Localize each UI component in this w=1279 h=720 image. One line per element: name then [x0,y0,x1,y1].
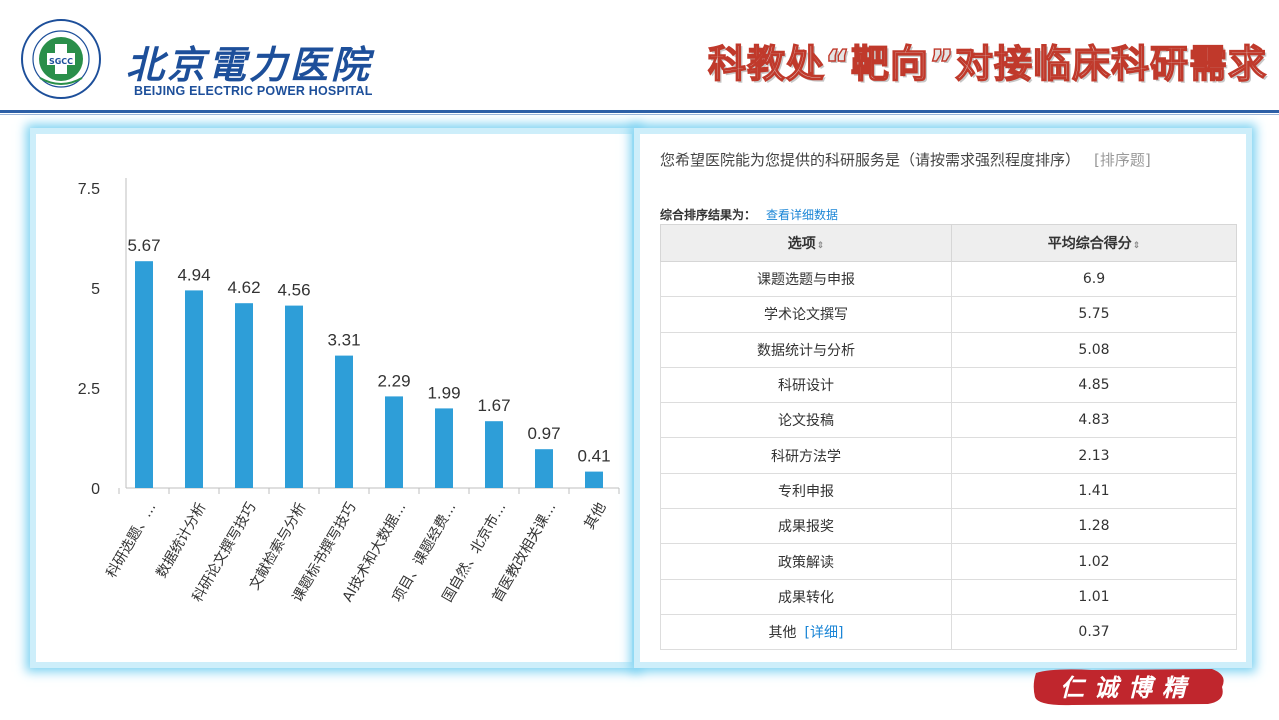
score-cell: 2.13 [951,437,1237,474]
table-row: 政策解读 1.02 [660,543,1237,580]
score-cell: 1.28 [951,508,1237,545]
bar [335,355,353,488]
bar [185,290,203,488]
bar-value-label: 4.56 [277,281,310,300]
table-header-row: 选项⇕ 平均综合得分⇕ [660,224,1237,262]
score-cell: 0.37 [951,613,1237,651]
option-cell: 其他 [详细] [660,613,952,651]
bar [285,305,303,488]
table-row: 其他 [详细] 0.37 [660,613,1237,651]
option-cell: 科研设计 [660,366,952,404]
bar-chart: 02.557.55.67科研选题、…4.94数据统计分析4.62科研论文撰写技巧… [78,178,620,605]
bar [235,303,253,488]
header-divider-thin [0,114,1279,115]
header-divider [0,110,1279,113]
bar [585,471,603,488]
score-cell: 4.85 [951,366,1237,404]
x-category-label: 其他 [582,500,610,532]
hospital-name-english: BEIJING ELECTRIC POWER HOSPITAL [134,84,373,98]
bar [135,261,153,488]
svg-text:SGCC: SGCC [49,57,73,66]
x-category-label: 数据统计分析 [154,500,210,581]
option-cell: 成果报奖 [660,508,952,545]
bar-chart-panel: 0 2.5 5 7.5 5.67 科研选题、… 4.94 数据统计分析 4.62 科研论文撰写技巧… [30,128,638,668]
table-row: 数据统计与分析 5.08 [660,331,1237,368]
question-type-tag: [排序题] [1094,151,1151,169]
motto-stamp: 仁诚博精 [1032,667,1228,707]
option-cell: 数据统计与分析 [660,331,952,368]
score-cell: 6.9 [951,260,1237,298]
table-row: 科研方法学 2.13 [660,437,1237,474]
result-label: 综合排序结果为： [660,208,757,222]
x-category-label: 科研选题、… [104,500,160,581]
y-tick-label: 5 [91,281,100,298]
column-header-option[interactable]: 选项⇕ [660,224,952,262]
option-cell: 课题选题与申报 [660,260,952,298]
bar-value-label: 1.99 [427,383,460,402]
bar [435,408,453,488]
bar-value-label: 0.41 [577,447,610,466]
result-summary-line: 综合排序结果为： 查看详细数据 [660,206,838,223]
score-cell: 1.02 [951,543,1237,580]
bar-value-label: 4.62 [227,278,260,297]
score-cell: 5.08 [951,331,1237,368]
survey-question: 您希望医院能为您提供的科研服务是（请按需求强烈程度排序） [排序题] [660,148,1240,173]
y-tick-label: 2.5 [78,381,100,398]
option-cell: 政策解读 [660,543,952,580]
motto-text: 仁诚博精 [1060,673,1196,702]
sort-icon[interactable]: ⇕ [816,241,825,251]
question-text: 您希望医院能为您提供的科研服务是（请按需求强烈程度排序） [660,151,1081,169]
bar [485,421,503,488]
bar-value-label: 0.97 [527,424,560,443]
table-row: 课题选题与申报 6.9 [660,260,1237,298]
bar-value-label: 3.31 [327,331,360,350]
bar-value-label: 1.67 [477,396,510,415]
score-cell: 1.41 [951,472,1237,510]
option-cell: 专利申报 [660,472,952,510]
bar-value-label: 4.94 [177,265,210,284]
bar-value-label: 5.67 [127,236,160,255]
hospital-emblem-logo: SGCC [20,18,102,100]
score-cell: 5.75 [951,296,1237,333]
ranking-table: 选项⇕ 平均综合得分⇕ 课题选题与申报 6.9 学术论文撰写 5.75 数据统计与分… [660,224,1237,651]
option-text: 其他 [768,625,797,642]
score-cell: 4.83 [951,402,1237,439]
sort-icon[interactable]: ⇕ [1132,241,1141,251]
option-cell: 成果转化 [660,578,952,615]
bar-value-label: 2.29 [377,371,410,390]
table-row: 论文投稿 4.83 [660,402,1237,439]
option-cell: 科研方法学 [660,437,952,474]
column-header-score[interactable]: 平均综合得分⇕ [951,224,1237,262]
table-row: 学术论文撰写 5.75 [660,296,1237,333]
table-row: 专利申报 1.41 [660,472,1237,510]
table-row: 科研设计 4.85 [660,366,1237,404]
row-detail-link[interactable]: [详细] [804,625,844,642]
bar [385,396,403,488]
view-detail-data-link[interactable]: 查看详细数据 [766,208,839,222]
y-tick-label: 0 [91,481,100,498]
survey-result-panel: 您希望医院能为您提供的科研服务是（请按需求强烈程度排序） [排序题] 综合排序结果… [634,128,1252,668]
option-cell: 论文投稿 [660,402,952,439]
y-tick-label: 7.5 [78,181,100,198]
table-row: 成果转化 1.01 [660,578,1237,615]
slide-title: 科教处“靶向”对接临床科研需求 [707,41,1267,86]
hospital-name-chinese: 北京電力医院 [126,42,373,87]
table-row: 成果报奖 1.28 [660,508,1237,545]
score-cell: 1.01 [951,578,1237,615]
bar [535,449,553,488]
option-cell: 学术论文撰写 [660,296,952,333]
